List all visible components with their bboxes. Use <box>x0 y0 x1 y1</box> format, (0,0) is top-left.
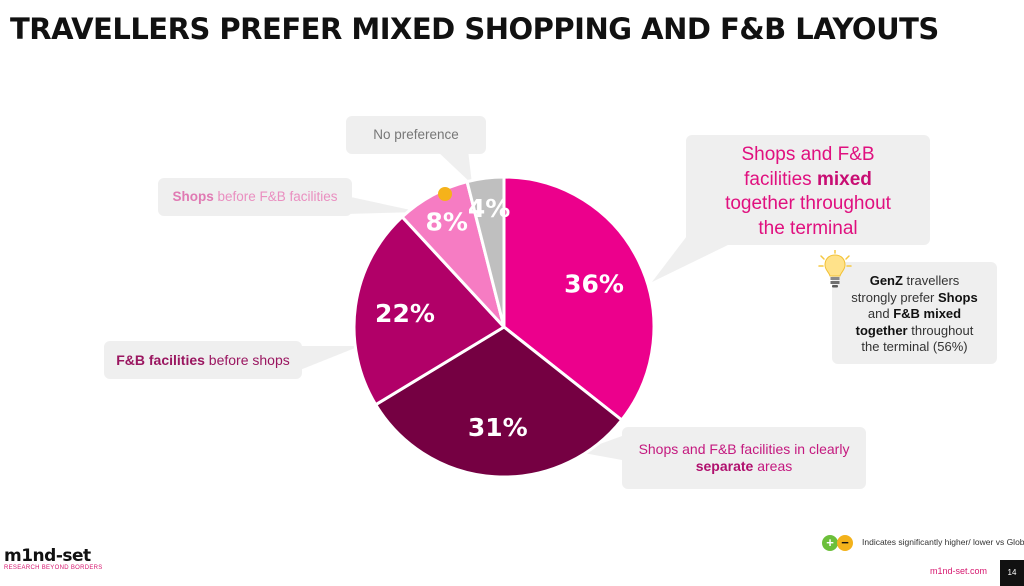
page-number: 14 <box>1000 560 1024 586</box>
minus-icon: − <box>837 535 853 551</box>
insight-text-2: strongly prefer <box>851 289 938 305</box>
callout-mixed-line1: Shops and F&B <box>741 144 875 165</box>
callout-shops-text: before F&B facilities <box>213 189 338 204</box>
pie-value-label-0: 36% <box>564 269 624 298</box>
brand-logo: m1nd-set RESEARCH BEYOND BORDERS <box>4 546 104 574</box>
callout-separate-rest: areas <box>753 458 793 474</box>
logo-tagline: RESEARCH BEYOND BORDERS <box>4 565 103 571</box>
pointer-fnb <box>300 346 360 370</box>
insight-bold-genz: GenZ <box>869 273 903 288</box>
callout-separate-areas: Shops and F&B facilities in clearly sepa… <box>622 427 866 489</box>
insight-bold-shops: Shops <box>937 289 978 305</box>
lightbulb-icon <box>818 250 852 288</box>
pie-value-label-1: 31% <box>468 413 528 442</box>
genz-insight-box: GenZ travellers strongly prefer Shops an… <box>832 262 997 364</box>
pie-value-labels: 36% 31% 22% 8% 4% <box>375 194 624 442</box>
callout-fnb-text: before shops <box>204 352 290 368</box>
insight-bold-together: together <box>855 322 908 338</box>
pointer-no-preference <box>436 150 472 184</box>
pie-value-label-3: 8% <box>425 208 467 237</box>
pie-slice-2 <box>352 214 507 407</box>
insight-text-4: throughout <box>907 322 974 338</box>
insight-text-1: travellers <box>902 273 960 288</box>
pointer-shops <box>346 196 420 214</box>
callout-mixed-line2: facilities <box>744 168 817 190</box>
pie-slice-4 <box>465 175 506 328</box>
callout-mixed-together: Shops and F&B facilities mixed together … <box>686 135 930 245</box>
plus-icon: + <box>822 535 838 551</box>
callout-mixed-line3: together throughout <box>725 193 891 214</box>
page-title: TRAVELLERS PREFER MIXED SHOPPING AND F&B… <box>10 12 939 46</box>
insight-text-3: and <box>867 306 894 321</box>
pie-value-label-2: 22% <box>375 299 435 328</box>
pointer-separate <box>578 436 622 460</box>
callout-separate-line1: Shops and F&B facilities in clearly <box>638 441 850 457</box>
pie-slice-1 <box>373 325 624 479</box>
callout-separate-bold: separate <box>695 458 754 474</box>
callout-mixed-bold: mixed <box>816 168 872 190</box>
insight-text-5: the terminal (56%) <box>861 339 968 354</box>
callout-fnb-before-shops: F&B facilities before shops <box>104 341 302 379</box>
callout-no-preference: No preference <box>346 116 486 154</box>
callout-fnb-bold: F&B facilities <box>116 352 205 368</box>
callout-shops-before-fnb: Shops before F&B facilities <box>158 178 352 216</box>
pie-value-label-4: 4% <box>468 194 510 223</box>
insight-bold-mixed: F&B mixed <box>893 306 962 321</box>
highlight-dot <box>438 187 452 201</box>
callout-shops-bold: Shops <box>172 189 214 204</box>
footer-url[interactable]: m1nd-set.com <box>930 566 988 576</box>
pie-slice-0 <box>502 175 656 423</box>
logo-wordmark: m1nd-set <box>4 546 91 566</box>
callout-no-preference-text: No preference <box>373 127 459 142</box>
pie-slices <box>352 175 656 479</box>
legend-text: Indicates significantly higher/ lower vs… <box>862 537 1024 547</box>
callout-mixed-line4: the terminal <box>758 217 858 239</box>
